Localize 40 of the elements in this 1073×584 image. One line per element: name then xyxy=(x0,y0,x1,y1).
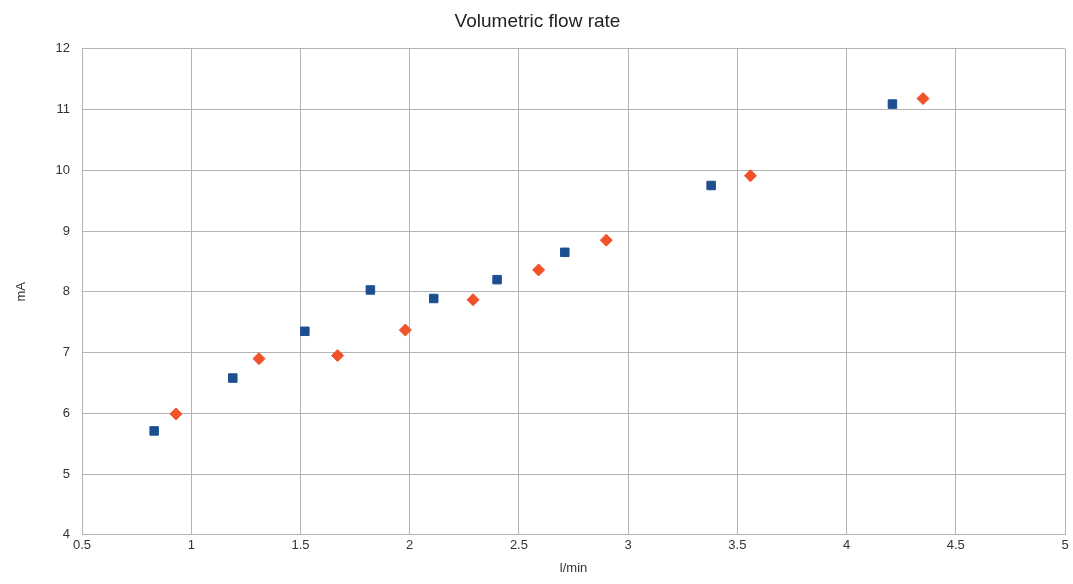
y-tick-label: 5 xyxy=(62,465,71,481)
point xyxy=(398,323,412,337)
point xyxy=(466,293,480,307)
point xyxy=(300,326,310,337)
x-tick-label: 0.5 xyxy=(73,537,92,553)
x-tick-label: 2 xyxy=(406,537,414,553)
point xyxy=(169,407,183,421)
point xyxy=(252,352,266,366)
y-axis-title: mA xyxy=(13,281,29,302)
y-tick-label: 10 xyxy=(55,161,71,177)
y-tick-label: 8 xyxy=(62,283,71,299)
x-tick-label: 3.5 xyxy=(728,537,747,553)
y-tick-label: 4 xyxy=(62,526,71,542)
chart-title: Volumetric flow rate xyxy=(454,9,621,31)
point xyxy=(560,247,570,258)
x-tick-label: 2.5 xyxy=(509,537,528,553)
point xyxy=(428,293,439,304)
point xyxy=(532,263,546,277)
x-tick-label: 4.5 xyxy=(946,537,965,553)
point xyxy=(706,180,716,191)
x-axis-title: l/min xyxy=(559,559,588,575)
x-tick-label: 4 xyxy=(842,537,851,553)
point xyxy=(331,349,345,363)
y-tick-label: 9 xyxy=(62,222,71,238)
point xyxy=(916,92,930,106)
y-tick-label: 6 xyxy=(62,404,71,420)
y-tick-label: 12 xyxy=(55,40,71,56)
point xyxy=(149,426,159,436)
point xyxy=(492,274,502,285)
x-tick-label: 5 xyxy=(1061,537,1069,553)
point xyxy=(228,373,238,383)
point xyxy=(887,99,898,109)
point xyxy=(365,285,376,295)
x-tick-label: 3 xyxy=(624,537,632,553)
point xyxy=(599,233,613,247)
point xyxy=(743,169,757,183)
x-tick-label: 1.5 xyxy=(291,537,310,553)
y-tick-label: 7 xyxy=(62,344,71,360)
y-tick-label: 11 xyxy=(56,101,71,117)
x-tick-label: 1 xyxy=(187,537,195,553)
